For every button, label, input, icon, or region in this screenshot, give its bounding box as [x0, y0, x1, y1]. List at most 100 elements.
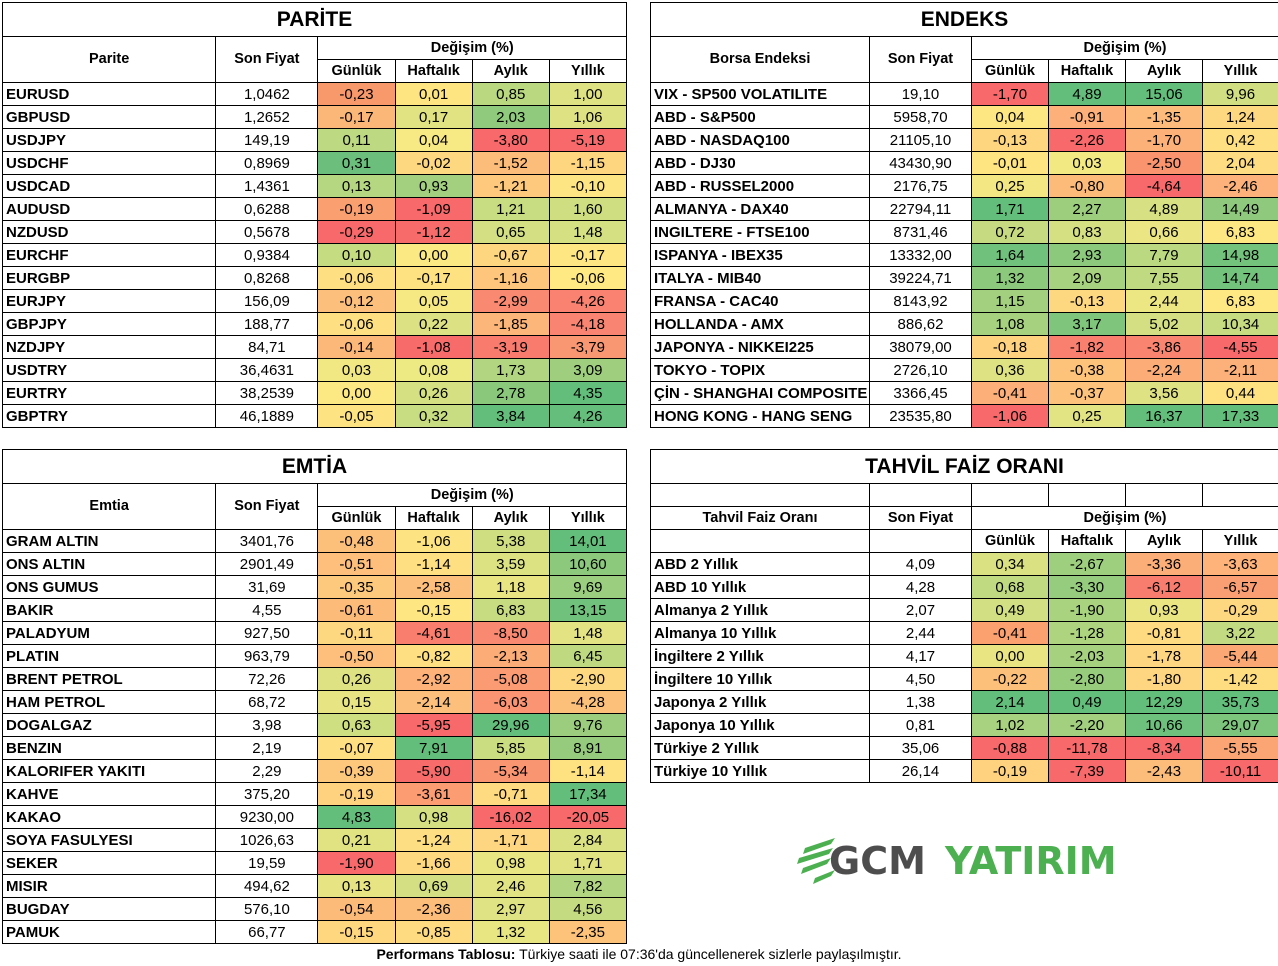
tahvil-row: ABD 2 Yıllık 4,09 0,34 -2,67 -3,36 -3,63 [650, 552, 1278, 576]
endeks-change-cell: 2,93 [1048, 243, 1126, 267]
endeks-price-cell: 8143,92 [869, 289, 972, 313]
emtia-name-cell: HAM PETROL [1, 690, 217, 714]
tahvil-price-cell: 4,50 [869, 667, 972, 691]
endeks-change-cell: 6,83 [1201, 289, 1278, 313]
endeks-change-cell: 1,24 [1201, 105, 1278, 129]
emtia-change-cell: -4,61 [394, 621, 473, 645]
emtia-change-cell: -1,90 [317, 851, 396, 875]
emtia-price-cell: 963,79 [215, 644, 319, 668]
emtia-change-cell: 2,84 [548, 828, 628, 852]
parite-name-cell: NZDUSD [1, 220, 217, 244]
endeks-change-cell: -0,18 [971, 335, 1049, 359]
parite-name-cell: GBPTRY [1, 404, 217, 428]
emtia-price-cell: 66,77 [215, 920, 319, 944]
endeks-change-cell: 0,66 [1125, 220, 1203, 244]
parite-change-cell: 1,73 [471, 358, 550, 382]
emtia-change-cell: -5,90 [394, 759, 473, 783]
tahvil-change-cell: -10,11 [1201, 759, 1278, 783]
endeks-change-cell: 14,49 [1201, 197, 1278, 221]
endeks-change-cell: -0,41 [971, 381, 1049, 405]
tahvil-name-cell: ABD 10 Yıllık [650, 575, 870, 599]
endeks-change-cell: 16,37 [1125, 404, 1203, 428]
parite-price-cell: 188,77 [215, 312, 319, 336]
endeks-change-cell: 3,56 [1125, 381, 1203, 405]
emtia-change-cell: 2,46 [471, 874, 550, 898]
parite-change-cell: -5,19 [548, 128, 628, 152]
parite-change-cell: -0,12 [317, 289, 396, 313]
tahvil-change-cell: 0,68 [971, 575, 1049, 599]
tahvil-blank-cell [650, 529, 870, 553]
emtia-change-cell: -0,19 [317, 782, 396, 806]
endeks-name-cell: ABD - RUSSEL2000 [650, 174, 870, 198]
tahvil-change-cell: -1,90 [1048, 598, 1126, 622]
parite-row: EURUSD 1,0462 -0,23 0,01 0,85 1,00 [1, 82, 628, 106]
endeks-change-cell: -1,70 [1125, 128, 1203, 152]
tahvil-change-cell: -1,80 [1125, 667, 1203, 691]
emtia-change-cell: 7,82 [548, 874, 628, 898]
emtia-change-header: Değişim (%) [317, 483, 627, 507]
emtia-price-cell: 72,26 [215, 667, 319, 691]
endeks-change-cell: -2,24 [1125, 358, 1203, 382]
emtia-row: KAKAO 9230,00 4,83 0,98 -16,02 -20,05 [1, 805, 628, 829]
emtia-price-cell: 375,20 [215, 782, 319, 806]
endeks-change-cell: 1,15 [971, 289, 1049, 313]
tahvil-change-cell: -1,78 [1125, 644, 1203, 668]
emtia-change-cell: -0,82 [394, 644, 473, 668]
tahvil-price-cell: 26,14 [869, 759, 972, 783]
emtia-change-cell: 3,59 [471, 552, 550, 576]
parite-name-cell: USDJPY [1, 128, 217, 152]
parite-change-cell: 0,01 [394, 82, 473, 106]
parite-change-cell: 0,85 [471, 82, 550, 106]
parite-change-cell: 0,11 [317, 128, 396, 152]
parite-change-cell: -1,12 [394, 220, 473, 244]
parite-change-cell: -0,14 [317, 335, 396, 359]
tahvil-change-cell: -0,81 [1125, 621, 1203, 645]
emtia-change-cell: -2,36 [394, 897, 473, 921]
endeks-name-cell: ABD - DJ30 [650, 151, 870, 175]
endeks-change-cell: 0,36 [971, 358, 1049, 382]
parite-name-cell: NZDJPY [1, 335, 217, 359]
tahvil-row: Japonya 10 Yıllık 0,81 1,02 -2,20 10,66 29,07 [650, 713, 1278, 737]
endeks-name-cell: TOKYO - TOPIX [650, 358, 870, 382]
endeks-row: ALMANYA - DAX40 22794,11 1,71 2,27 4,89 14,49 [650, 197, 1278, 221]
emtia-change-cell: 7,91 [394, 736, 473, 760]
endeks-row: ABD - S&P500 5958,70 0,04 -0,91 -1,35 1,24 [650, 105, 1278, 129]
endeks-change-cell: 1,64 [971, 243, 1049, 267]
endeks-name-cell: ÇİN - SHANGHAI COMPOSITE [650, 381, 870, 405]
parite-price-cell: 149,19 [215, 128, 319, 152]
emtia-change-cell: 14,01 [548, 529, 628, 553]
parite-price-cell: 1,2652 [215, 105, 319, 129]
parite-change-cell: -1,08 [394, 335, 473, 359]
endeks-change-cell: -0,80 [1048, 174, 1126, 198]
endeks-change-cell: -1,82 [1048, 335, 1126, 359]
parite-row: EURTRY 38,2539 0,00 0,26 2,78 4,35 [1, 381, 628, 405]
endeks-name-cell: HONG KONG - HANG SENG [650, 404, 870, 428]
emtia-name-cell: PLATIN [1, 644, 217, 668]
endeks-price-cell: 39224,71 [869, 266, 972, 290]
emtia-table: EMTİA Emtia Son Fiyat Değişim (%) Günlük… [1, 449, 628, 944]
emtia-name-cell: BAKIR [1, 598, 217, 622]
parite-price-cell: 0,9384 [215, 243, 319, 267]
parite-change-header: Değişim (%) [317, 36, 627, 60]
tahvil-change-cell: -1,28 [1048, 621, 1126, 645]
parite-change-cell: -1,85 [471, 312, 550, 336]
endeks-name-cell: INGILTERE - FTSE100 [650, 220, 870, 244]
endeks-change-cell: 1,71 [971, 197, 1049, 221]
tahvil-change-cell: -2,43 [1125, 759, 1203, 783]
parite-price-cell: 36,4631 [215, 358, 319, 382]
endeks-change-cell: 1,08 [971, 312, 1049, 336]
endeks-change-cell: -2,46 [1201, 174, 1278, 198]
emtia-change-cell: -0,15 [317, 920, 396, 944]
endeks-change-cell: 5,02 [1125, 312, 1203, 336]
emtia-change-cell: -20,05 [548, 805, 628, 829]
emtia-change-cell: 10,60 [548, 552, 628, 576]
parite-change-cell: -0,29 [317, 220, 396, 244]
endeks-name-cell: ALMANYA - DAX40 [650, 197, 870, 221]
tahvil-name-cell: İngiltere 2 Yıllık [650, 644, 870, 668]
tahvil-row: Almanya 2 Yıllık 2,07 0,49 -1,90 0,93 -0,29 [650, 598, 1278, 622]
emtia-name-cell: DOGALGAZ [1, 713, 217, 737]
tahvil-blank-cell [650, 483, 870, 507]
tahvil-row: İngiltere 10 Yıllık 4,50 -0,22 -2,80 -1,80 -1… [650, 667, 1278, 691]
parite-title: PARİTE [2, 2, 627, 37]
parite-period-header: Yıllık [548, 59, 628, 83]
